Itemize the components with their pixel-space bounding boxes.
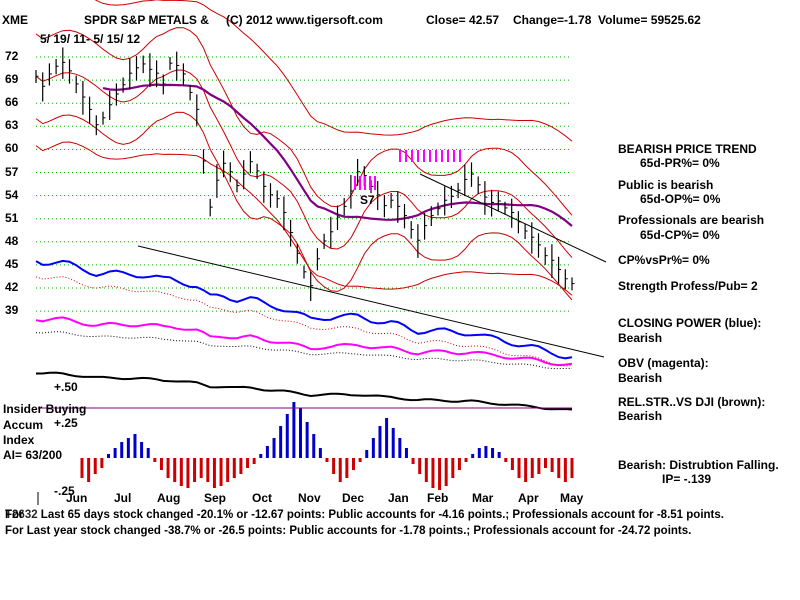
- footer-line-2: For Last year stock changed -38.7% or -2…: [5, 525, 692, 537]
- lower-band: [35, 111, 573, 301]
- ip-value: IP= -.139: [662, 472, 712, 486]
- public-status: Public is bearish: [618, 178, 714, 192]
- x-tick-label: Mar: [472, 491, 494, 505]
- change-value: Change=-1.78: [513, 13, 592, 27]
- trendline: [419, 173, 607, 263]
- y-tick-label: 60: [5, 141, 19, 156]
- ticker: XME: [2, 13, 29, 27]
- closing-power-title: CLOSING POWER (blue):: [618, 316, 762, 330]
- cpvspr-value: CP%vsPr%= 0%: [618, 253, 710, 267]
- price-envelopes: [35, 0, 573, 301]
- strength-value: Strength Profess/Pub= 2: [618, 279, 758, 293]
- upper-band: [35, 27, 573, 216]
- y-tick-label: 57: [5, 164, 19, 179]
- ma-21: [35, 69, 573, 258]
- y-tick-label: 69: [5, 72, 19, 87]
- insider-buying-label: Insider Buying: [3, 402, 87, 416]
- closing-power-line: [35, 259, 573, 360]
- index-label: Index: [3, 433, 35, 447]
- x-tick-label: Sep: [204, 491, 227, 505]
- footer-line-1-overlay: T2632: [5, 509, 38, 521]
- price-bars: [35, 47, 575, 301]
- distribution-status: Bearish: Distrubtion Falling.: [618, 458, 779, 472]
- fund-name: SPDR S&P METALS &: [84, 13, 209, 27]
- accum-tick-plus50: +.50: [54, 380, 78, 394]
- x-tick-label: Apr: [518, 491, 539, 505]
- y-tick-label: 63: [5, 118, 19, 133]
- obv-state: Bearish: [618, 371, 663, 385]
- y-tick-label: 45: [5, 256, 19, 271]
- x-tick-label: Nov: [298, 491, 321, 505]
- volume-value: Volume= 59525.62: [598, 13, 701, 27]
- x-tick-label: Aug: [157, 491, 181, 505]
- y-tick-label: 51: [5, 210, 19, 225]
- relstr-state: Bearish: [618, 409, 663, 423]
- s7-signal: S7: [360, 193, 375, 207]
- cp-ma-line: [35, 276, 573, 367]
- y-tick-label: 72: [5, 49, 19, 63]
- x-tick-label: Oct: [252, 491, 273, 505]
- y-tick-label: 39: [5, 303, 19, 318]
- accumulation-histogram: [38, 402, 574, 490]
- footer-line-1: For T2632 Last 65 days stock changed -20.…: [5, 508, 724, 522]
- y-tick-label: 54: [5, 187, 19, 202]
- trendlines-and-arrows: [137, 150, 607, 358]
- closing-power-state: Bearish: [618, 331, 663, 345]
- relstr-title: REL.STR..VS DJI (brown):: [618, 395, 766, 409]
- y-tick-label: 42: [5, 280, 19, 294]
- cp-value: 65d-CP%= 0%: [640, 228, 720, 242]
- indicator-lines: [35, 259, 573, 411]
- y-tick-label: 66: [5, 95, 19, 110]
- x-tick-label: Jan: [388, 491, 409, 505]
- copyright: (C) 2012 www.tigersoft.com: [226, 13, 383, 27]
- obv-title: OBV (magenta):: [618, 356, 709, 370]
- date-range: 5/ 19/ 11- 5/ 15/ 12: [40, 32, 141, 46]
- ma-65: [102, 83, 573, 227]
- outer-lower-band: [35, 141, 573, 296]
- accum-tick-plus25: +.25: [54, 416, 78, 430]
- relstr-line: [36, 371, 573, 411]
- x-tick-label: Jul: [114, 491, 132, 505]
- op-value: 65d-OP%= 0%: [640, 192, 721, 206]
- obv-ma-line: [35, 331, 572, 370]
- outer-upper-band: [94, 0, 573, 142]
- bearish-trend-title: BEARISH PRICE TREND: [618, 142, 757, 156]
- x-tick-label: Jun: [66, 491, 88, 505]
- ai-label: AI= 63/200: [3, 448, 63, 462]
- x-tick-label: Feb: [427, 491, 449, 505]
- y-tick-label: 48: [5, 233, 19, 248]
- close-value: Close= 42.57: [426, 13, 500, 27]
- x-tick-label: May: [560, 491, 584, 505]
- footer-line-1-prefix: For: [5, 509, 24, 521]
- accum-tick-minus25: -.25: [54, 484, 75, 498]
- pr-value: 65d-PR%= 0%: [640, 156, 720, 170]
- x-tick-label: Dec: [342, 491, 365, 505]
- obv-line: [35, 316, 573, 367]
- professionals-status: Professionals are bearish: [618, 213, 765, 227]
- accum-label: Accum: [3, 418, 44, 432]
- footer-line-1-text: Last 65 days stock changed -20.1% or -12…: [37, 509, 724, 521]
- trendline: [137, 245, 605, 358]
